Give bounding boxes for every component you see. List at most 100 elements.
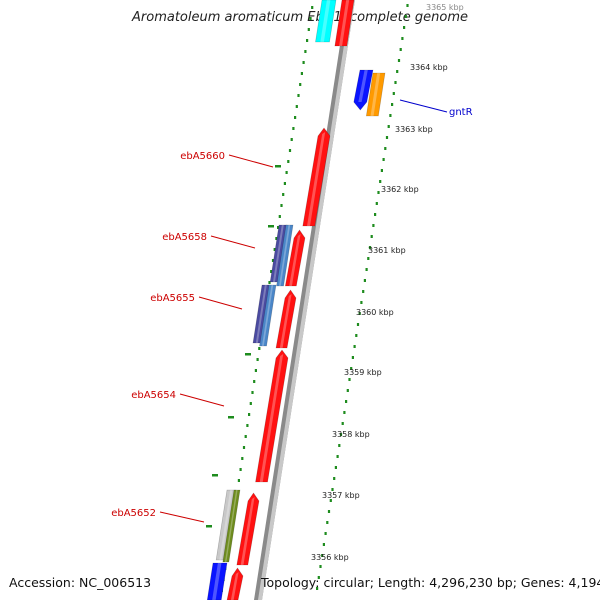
ring-dot [341,422,344,425]
ring-dot [282,193,285,196]
ring-dot [304,50,307,53]
label-leader-line [210,235,256,249]
cds-ebA5655-b [259,284,277,347]
ring-dot [309,17,312,20]
scale-tick-label: 3361 kbp [368,246,406,255]
ring-dot [384,147,387,150]
ring-dot [324,532,327,535]
ring-dot [365,268,368,271]
ring-dot [389,114,392,117]
cds-ebA5658-b-shine [278,225,291,286]
ring-dot [319,565,322,568]
ring-dot [353,345,356,348]
ring-dot [350,367,353,370]
ring-dot [380,169,383,172]
ring-dot [300,72,303,75]
scale-tick-label: 3360 kbp [356,308,394,317]
ring-dot [375,202,378,205]
ring-dot [391,103,394,106]
scale-ticks: 3365 kbp 3364 kbp 3363 kbp 3362 kbp 3361 kbp… [311,3,464,562]
label-leader-line [228,154,274,168]
scale-tick-label: 3363 kbp [395,125,433,134]
ring-dot [345,400,348,403]
cds-blue-gntr-shine [358,70,368,102]
ring-dot [280,204,283,207]
ring-dot [343,411,346,414]
ring-dot [273,248,276,251]
cds-red-ebA5652-shine [240,497,255,565]
cds-ebA5654-shine [259,354,284,482]
ring-dot [334,466,337,469]
gene-label: ebA5658 [162,232,207,243]
scale-tick-label: 3364 kbp [410,63,448,72]
map-title: Aromatoleum aromaticum EbN1, complete ge… [132,10,468,25]
ring-dot [387,125,390,128]
cds-orange-gntr [365,72,386,117]
ring-dot [270,270,273,273]
ring-dot [256,358,259,361]
scale-tick-label: 3365 kbp [426,3,464,12]
ring-dot [241,457,244,460]
ring-dot [268,281,271,284]
ring-dot [306,39,309,42]
ring-dot [248,413,251,416]
ring-dot [244,435,247,438]
ring-dot [316,587,319,590]
gene-label: gntR [449,107,473,118]
ring-dot [294,116,297,119]
ring-dot [290,138,293,141]
inner-tick [275,165,281,168]
ring-dot [403,26,406,29]
ring-dot [237,479,240,482]
ring-dot [302,61,305,64]
ring-dot [246,424,249,427]
cds-red-ebA5658-shine [289,234,301,286]
cds-olive-ebA5652-shine [224,490,238,562]
ring-dot [399,48,402,51]
ring-dot [382,158,385,161]
cds-ebA5655-a-shine [255,285,267,343]
inner-tick [268,225,274,228]
gene-label: ebA5654 [131,390,176,401]
ring-dot [288,149,292,152]
cds-red-top-shine [339,0,350,46]
ring-dot [307,28,310,31]
ring-dot [338,444,341,447]
ring-dot [401,37,404,40]
ring-dot [321,554,324,557]
ring-dot [379,180,382,183]
label-leader-line [159,511,205,523]
label-leader-line [399,99,448,113]
cds-olive-ebA5652 [222,489,241,563]
ring-dot [283,182,286,185]
ring-dot [254,369,257,372]
ring-dot [327,510,331,513]
inner-tick [206,525,212,528]
gene-labels: gntR ebA5660 ebA5658 ebA5655 ebA5654 ebA5652 [111,99,473,523]
ring-dot [317,576,320,579]
ring-dot [278,215,281,218]
inner-tick [228,416,234,419]
cds-blue-bottom [206,562,228,600]
scale-tick-label: 3359 kbp [344,368,382,377]
cds-ebA5658-b [276,224,294,287]
cds-blue-bottom-shine [212,563,222,600]
cds-red-ebA5655-shine [279,294,292,348]
ring-dot [297,94,300,97]
label-leader-line [179,393,225,407]
genome-summary-text: Topology: circular; Length: 4,296,230 bp… [261,575,600,590]
ring-dot [374,213,377,216]
ring-dot [299,83,302,86]
ring-dot [346,389,349,392]
genome-backbone [254,0,355,600]
ring-dot [285,171,288,174]
cds-cyan-top [315,0,337,43]
ring-dot [396,70,399,73]
ring-dot [372,224,375,227]
scale-tick-label: 3358 kbp [332,430,370,439]
ring-dot [331,488,334,491]
gene-label: ebA5660 [180,151,225,162]
cds-red-ebA5655 [275,289,297,349]
ring-dot [239,468,242,471]
